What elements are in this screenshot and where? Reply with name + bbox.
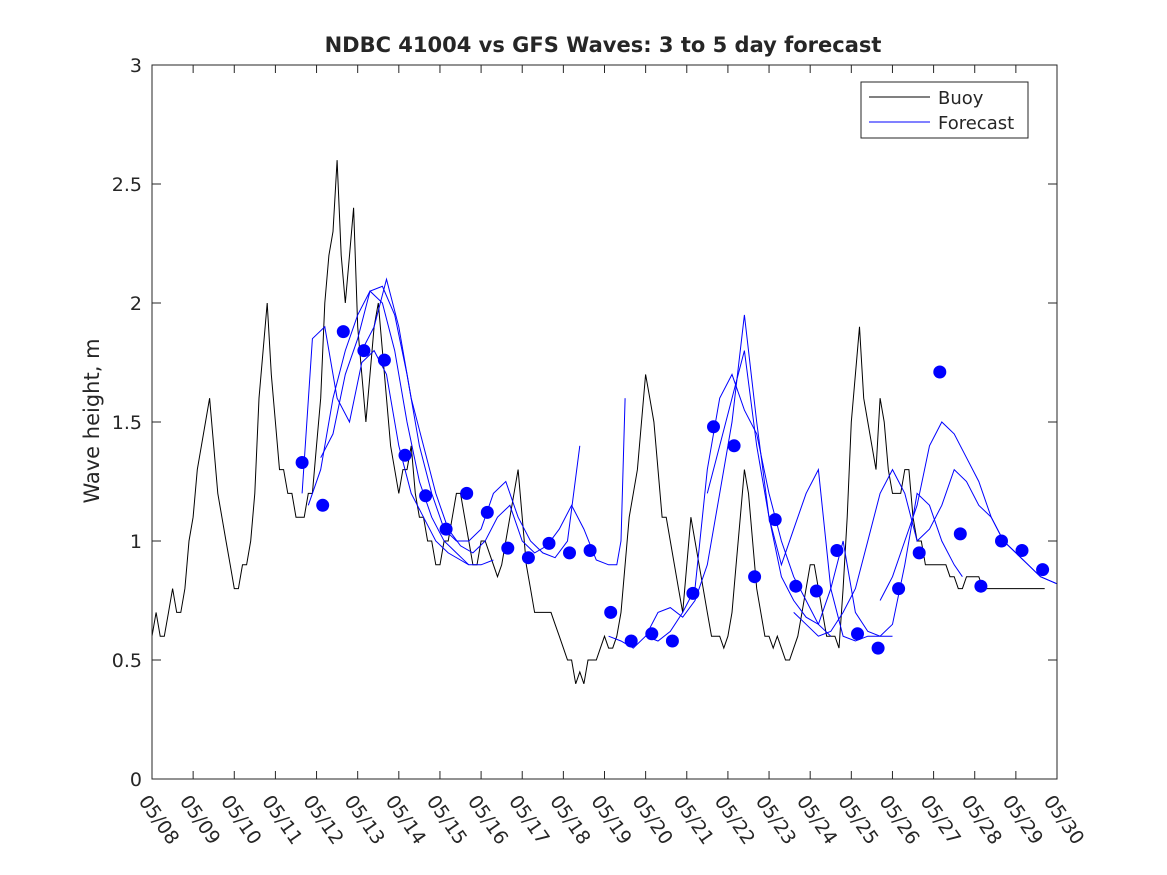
- marker-layer: [295, 325, 1050, 655]
- forecast-point-marker: [974, 579, 988, 593]
- forecast-point-marker: [542, 536, 556, 550]
- legend-label-forecast: Forecast: [938, 113, 1014, 134]
- series-layer: [151, 160, 1058, 684]
- forecast-point-marker: [686, 586, 700, 600]
- forecast-point-marker: [953, 527, 967, 541]
- forecast-point-marker: [604, 605, 618, 619]
- forecast-point-marker: [521, 551, 535, 565]
- y-axis-label: Wave height, m: [80, 338, 104, 503]
- forecast-point-marker: [809, 584, 823, 598]
- y-tick-label: 2.5: [112, 174, 142, 196]
- forecast-run-line: [307, 290, 494, 566]
- forecast-point-marker: [851, 627, 864, 641]
- forecast-point-marker: [316, 498, 330, 512]
- forecast-point-marker: [892, 582, 906, 596]
- forecast-point-marker: [398, 448, 412, 462]
- forecast-point-marker: [645, 627, 659, 641]
- tick-layer: [151, 64, 1058, 780]
- forecast-point-marker: [357, 344, 371, 358]
- forecast-point-marker: [377, 353, 391, 367]
- forecast-point-marker: [336, 325, 350, 339]
- forecast-point-marker: [665, 634, 679, 648]
- y-tick-label: 1: [130, 531, 142, 553]
- forecast-point-marker: [995, 534, 1008, 548]
- forecast-point-marker: [727, 439, 741, 453]
- buoy-series-line: [151, 160, 1045, 684]
- forecast-point-marker: [460, 486, 474, 500]
- forecast-point-marker: [295, 456, 309, 469]
- forecast-run-line: [320, 285, 581, 559]
- forecast-point-marker: [871, 641, 885, 655]
- y-tick-label: 1.5: [112, 412, 142, 434]
- forecast-point-marker: [563, 546, 576, 560]
- chart-title: NDBC 41004 vs GFS Waves: 3 to 5 day fore…: [325, 33, 882, 57]
- forecast-run-line: [301, 325, 470, 566]
- forecast-point-marker: [624, 634, 638, 648]
- y-tick-label: 0.5: [112, 650, 142, 672]
- y-tick-label: 2: [130, 293, 142, 315]
- forecast-point-marker: [768, 513, 782, 527]
- forecast-point-marker: [748, 570, 762, 584]
- forecast-point-marker: [707, 420, 720, 434]
- forecast-point-marker: [583, 544, 597, 557]
- forecast-point-marker: [789, 579, 803, 593]
- forecast-point-marker: [1036, 563, 1050, 577]
- forecast-run-line: [361, 277, 626, 566]
- legend-label-buoy: Buoy: [938, 88, 984, 109]
- forecast-point-marker: [830, 544, 844, 557]
- forecast-run-line: [706, 350, 963, 637]
- forecast-point-marker: [933, 365, 947, 379]
- legend-box: [860, 81, 1029, 139]
- plot-area: [152, 65, 1057, 779]
- forecast-point-marker: [1015, 544, 1029, 557]
- legend: Buoy Forecast: [860, 81, 1029, 139]
- y-tick-label: 3: [130, 55, 142, 77]
- forecast-point-marker: [501, 541, 515, 555]
- forecast-run-line: [879, 421, 1058, 601]
- forecast-point-marker: [419, 489, 433, 503]
- forecast-point-marker: [480, 505, 494, 519]
- y-tick-labels: 0 0.5 1 1.5 2 2.5 3: [112, 55, 142, 791]
- forecast-point-marker: [439, 522, 453, 536]
- y-tick-label: 0: [130, 769, 142, 791]
- forecast-point-marker: [912, 546, 926, 560]
